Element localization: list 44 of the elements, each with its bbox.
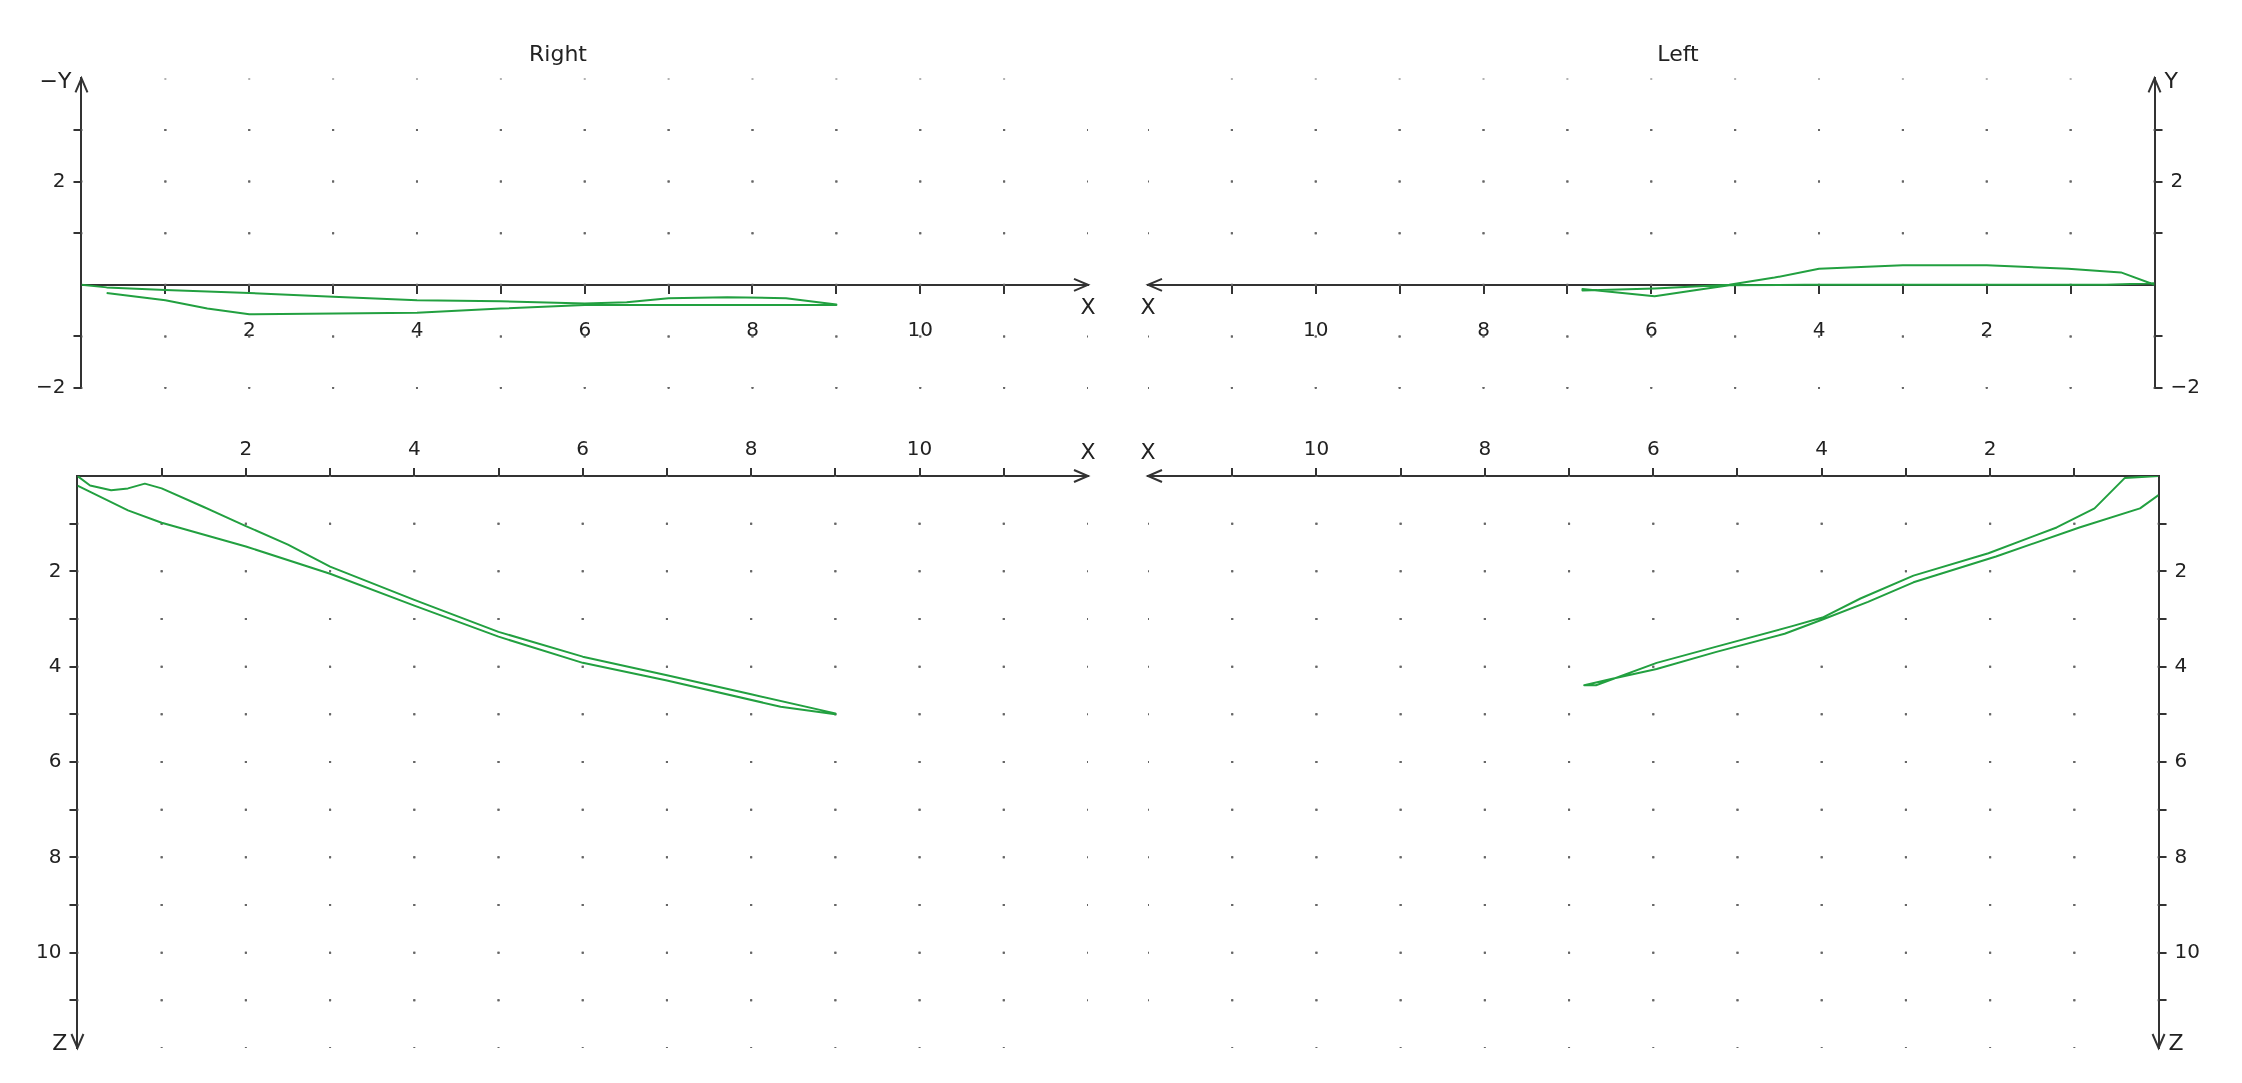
- x-tick-label: 8: [1477, 317, 1490, 341]
- x-tick-label: 10: [907, 317, 933, 341]
- x-tick-label: 10: [906, 436, 933, 461]
- y-tick-label: 10: [2174, 938, 2200, 963]
- x-tick-label: 6: [1644, 317, 1658, 341]
- x-tick-label: 4: [410, 317, 424, 341]
- x-tick-label: 6: [1646, 436, 1660, 461]
- y-axis-title: Z: [52, 1029, 68, 1055]
- y-tick-label: 4: [2174, 652, 2188, 677]
- y-tick-label: 8: [48, 843, 62, 868]
- y-tick-label: 4: [48, 652, 62, 677]
- x-tick-label: 8: [746, 317, 759, 341]
- x-tick-label: 2: [1980, 317, 1994, 341]
- x-tick-label: 2: [239, 436, 253, 461]
- x-tick-label: 2: [242, 317, 256, 341]
- x-tick-label: 2: [1983, 436, 1997, 461]
- x-axis-title: X: [1080, 293, 1096, 319]
- x-tick-label: 6: [576, 436, 590, 461]
- x-tick-label: 6: [578, 317, 592, 341]
- chart-title: Left: [1657, 40, 1700, 66]
- y-tick-label: 8: [2174, 843, 2188, 868]
- x-tick-label: 10: [1303, 317, 1329, 341]
- y-tick-label: −2: [36, 374, 66, 399]
- y-tick-label: 2: [2170, 167, 2184, 192]
- x-axis-title: X: [1140, 438, 1156, 464]
- y-tick-label: 2: [48, 557, 62, 582]
- x-axis-title: X: [1140, 293, 1156, 319]
- x-tick-label: 4: [1812, 317, 1826, 341]
- y-tick-label: 10: [36, 938, 62, 963]
- x-axis-title: X: [1080, 438, 1096, 464]
- y-tick-label: 6: [48, 748, 62, 773]
- y-tick-label: −2: [2170, 374, 2200, 399]
- y-tick-label: 2: [2174, 557, 2188, 582]
- y-tick-label: 6: [2174, 748, 2188, 773]
- x-tick-label: 10: [1303, 436, 1330, 461]
- y-tick-label: 2: [52, 167, 66, 192]
- x-tick-label: 4: [407, 436, 421, 461]
- y-axis-title: Z: [2168, 1029, 2184, 1055]
- x-tick-label: 8: [744, 436, 758, 461]
- x-tick-label: 4: [1815, 436, 1829, 461]
- chart-title: Right: [529, 40, 588, 66]
- x-tick-label: 8: [1478, 436, 1492, 461]
- y-axis-title: −Y: [39, 68, 73, 94]
- y-axis-title: Y: [2163, 68, 2179, 94]
